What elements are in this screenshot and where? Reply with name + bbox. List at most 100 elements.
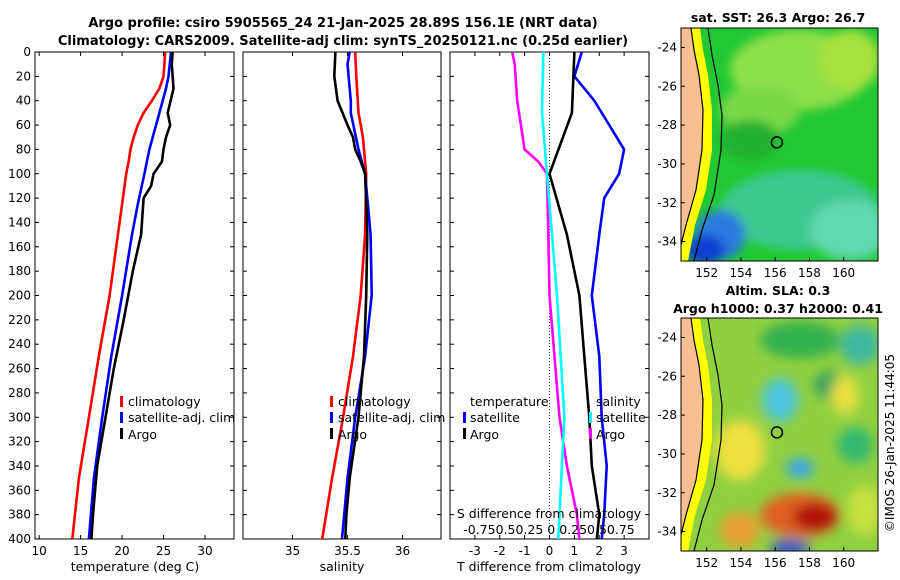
salinity-panel: 35 35.5 36 salinity climatology satellite-…: [242, 51, 445, 574]
lat-tick-label: -28: [657, 118, 677, 132]
depth-tick-label: 380: [8, 508, 31, 522]
series-line-satellite-adj-clim: [340, 52, 374, 539]
temperature-xlabel: temperature (deg C): [71, 559, 200, 574]
series-line-climatology: [71, 52, 167, 539]
lon-tick-label: 156: [764, 556, 787, 570]
lat-tick-label: -24: [657, 40, 677, 54]
x-tick-label: 2: [595, 544, 603, 558]
series-line-argo: [90, 52, 175, 539]
difference-xlabel: T difference from climatology: [456, 559, 642, 574]
s-difference-ticks: -0.750.50.25 0 0.250.50.75: [463, 522, 635, 537]
x-tick-label: 35: [285, 544, 300, 558]
x-tick-label: 25: [156, 544, 171, 558]
lat-tick-label: -34: [657, 525, 677, 539]
x-tick-label: 36: [395, 544, 410, 558]
legend-temp-argo: Argo: [470, 427, 499, 442]
legend-sal-argo: Argo: [596, 427, 625, 442]
series-line-salinity-argo: [548, 52, 601, 539]
lat-tick-label: -34: [657, 235, 677, 249]
sla-map-title-1: Altim. SLA: 0.3: [726, 283, 831, 298]
difference-panel: -3 -2 -1 0 1 2 3 T difference from climatology…: [449, 51, 650, 574]
difference-legend: temperature satellite Argo salinity sate…: [463, 394, 646, 442]
x-tick-label: 15: [73, 544, 88, 558]
legend-swatch-climatology: [330, 396, 333, 407]
argo-position-marker: [770, 136, 784, 149]
argo-position-marker: [770, 426, 784, 439]
temperature-legend: climatology satellite-adj. clim Argo: [120, 394, 235, 442]
lat-tick-label: -30: [657, 447, 677, 461]
depth-tick-label: 180: [8, 264, 31, 278]
depth-tick-label: 240: [8, 337, 31, 351]
sst-map: sat. SST: 26.3 Argo: 26.7 152 154 156 158 16…: [657, 10, 879, 280]
credit: ©IMOS 26-Jan-2025 11:44:05: [883, 354, 897, 532]
series-line-argo: [332, 52, 369, 539]
depth-tick-label: 280: [8, 386, 31, 400]
depth-tick-label: 40: [16, 94, 31, 108]
lon-tick-label: 152: [695, 266, 718, 280]
lat-tick-label: -24: [657, 330, 677, 344]
legend-swatch-sal-satellite: [589, 412, 592, 423]
depth-tick-label: 360: [8, 483, 31, 497]
legend-swatch-sal-argo: [589, 428, 592, 439]
legend-temp-satellite: satellite: [470, 410, 520, 425]
depth-tick-label: 340: [8, 459, 31, 473]
depth-tick-label: 80: [16, 142, 31, 156]
lon-tick-label: 156: [764, 266, 787, 280]
depth-tick-label: 260: [8, 362, 31, 376]
lon-tick-label: 158: [798, 556, 821, 570]
legend-argo: Argo: [338, 427, 367, 442]
temperature-panel: 10 15 20 25 30 0 20 40 60 80 100 120 140 160 180 200 22…: [8, 45, 235, 574]
series-line-satellite-adj-clim: [87, 52, 173, 539]
lat-tick-label: -26: [657, 79, 677, 93]
x-tick-label: 30: [197, 544, 212, 558]
x-tick-label: 10: [32, 544, 47, 558]
x-tick-label: -3: [469, 544, 481, 558]
x-tick-label: 3: [620, 544, 628, 558]
depth-tick-label: 120: [8, 191, 31, 205]
depth-tick-label: 400: [8, 532, 31, 546]
legend-swatch-argo: [330, 428, 333, 439]
sst-map-title: sat. SST: 26.3 Argo: 26.7: [691, 10, 865, 25]
x-tick-label: -2: [494, 544, 506, 558]
x-tick-label: 1: [571, 544, 579, 558]
legend-swatch-argo: [120, 428, 123, 439]
lat-tick-label: -30: [657, 157, 677, 171]
legend-sal-satellite: satellite: [596, 410, 646, 425]
depth-tick-label: 0: [23, 45, 31, 59]
sla-map: Altim. SLA: 0.3 Argo h1000: 0.37 h2000: …: [657, 283, 883, 570]
legend-argo: Argo: [128, 427, 157, 442]
legend-swatch-temp-satellite: [463, 412, 466, 423]
depth-tick-label: 140: [8, 215, 31, 229]
land-sst: [681, 28, 703, 245]
salinity-xlabel: salinity: [320, 559, 365, 574]
legend-climatology: climatology: [128, 394, 201, 409]
lon-tick-label: 158: [798, 266, 821, 280]
title-line-1: Argo profile: csiro 5905565_24 21-Jan-20…: [88, 16, 597, 31]
depth-tick-label: 200: [8, 289, 31, 303]
legend-temp-header: temperature: [470, 394, 549, 409]
legend-climatology: climatology: [338, 394, 411, 409]
depth-tick-label: 60: [16, 118, 31, 132]
land-sla: [681, 318, 703, 535]
legend-swatch-satellite: [330, 412, 333, 423]
lon-tick-label: 152: [695, 556, 718, 570]
lat-tick-label: -28: [657, 408, 677, 422]
title-line-2: Climatology: CARS2009. Satellite-adj cli…: [58, 34, 628, 49]
lat-tick-label: -32: [657, 486, 677, 500]
x-tick-label: 20: [114, 544, 129, 558]
lon-tick-label: 154: [730, 556, 753, 570]
x-tick-label: 0: [546, 544, 554, 558]
legend-swatch-satellite: [120, 412, 123, 423]
depth-tick-label: 320: [8, 435, 31, 449]
lon-tick-label: 154: [730, 266, 753, 280]
legend-swatch-climatology: [120, 396, 123, 407]
legend-sal-header: salinity: [596, 394, 641, 409]
depth-tick-label: 100: [8, 167, 31, 181]
series-line-salinity-satellite: [540, 52, 566, 539]
s-difference-label: S difference from climatology: [457, 506, 642, 521]
lat-tick-label: -32: [657, 196, 677, 210]
depth-tick-label: 220: [8, 313, 31, 327]
lon-tick-label: 160: [832, 266, 855, 280]
series-line-temperature-argo: [573, 52, 626, 539]
